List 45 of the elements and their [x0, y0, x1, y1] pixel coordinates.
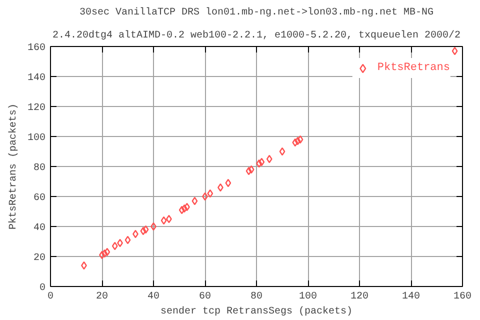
x-tick-label: 120	[350, 292, 369, 302]
point	[178, 206, 185, 214]
x-tick-label: 20	[96, 292, 108, 302]
point	[192, 196, 198, 206]
x-tick-label: 100	[299, 292, 318, 302]
point	[142, 225, 149, 234]
y-tick-label: 60	[34, 193, 46, 204]
y-axis-title: PktsRetrans (packets)	[7, 103, 20, 230]
point	[248, 165, 254, 174]
legend-label: PktsRetrans	[377, 62, 450, 74]
chart-title: 30sec VanillaTCP DRS lon01.mb-ng.net->lon03.mb-ng.net MB-NG	[79, 6, 434, 18]
point	[246, 166, 252, 176]
y-tick-label: 100	[27, 133, 46, 144]
x-tick-label: 40	[148, 292, 160, 302]
x-tick-label: 0	[48, 292, 54, 302]
point	[258, 158, 265, 166]
point	[256, 159, 262, 168]
y-tick-label: 40	[34, 223, 46, 234]
point	[292, 138, 298, 147]
point	[112, 242, 118, 250]
point	[225, 178, 232, 188]
point	[452, 46, 458, 56]
point	[104, 248, 110, 256]
point	[181, 204, 188, 213]
point	[297, 135, 304, 144]
x-tick-label: 160	[454, 292, 472, 302]
x-tick-label: 60	[199, 292, 212, 302]
point	[124, 236, 131, 244]
y-tick-label: 20	[34, 253, 46, 264]
point	[207, 189, 214, 198]
x-tick-label: 80	[250, 292, 263, 302]
y-tick-label: 160	[27, 43, 46, 54]
point	[279, 147, 286, 156]
y-tick-label: 0	[40, 283, 46, 294]
chart-subtitle: 2.4.20dtg4 altAIMD-0.2 web100-2.2.1, e1000-5.2.20, txqueuelen 2000/2	[52, 30, 461, 42]
point	[160, 216, 167, 225]
y-tick-label: 120	[27, 103, 46, 114]
point	[266, 154, 272, 164]
point	[102, 249, 108, 258]
x-axis-title: sender tcp RetransSegs (packets)	[160, 306, 353, 318]
point	[140, 226, 146, 236]
point	[294, 136, 301, 146]
x-tick-label: 140	[402, 292, 420, 302]
y-tick-label: 80	[34, 163, 46, 174]
y-tick-label: 140	[27, 73, 46, 84]
